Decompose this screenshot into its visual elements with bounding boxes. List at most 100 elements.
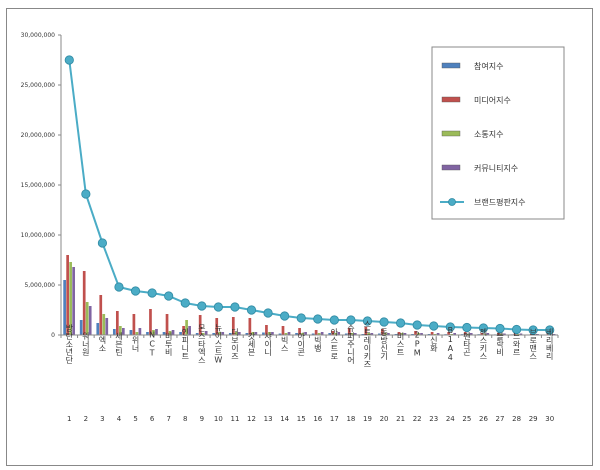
bar-3-11	[234, 332, 238, 335]
x-category-label: NCT	[148, 331, 157, 358]
bar-2-19	[364, 327, 368, 335]
bar-2-21	[397, 332, 401, 335]
line-point-13	[263, 308, 273, 318]
x-rank-label: 16	[313, 415, 322, 423]
bar-3-5	[135, 332, 139, 335]
bar-4-7	[171, 330, 175, 335]
x-category-label: 세븐틴	[114, 332, 123, 356]
bar-3-6	[152, 330, 155, 335]
bar-1-10	[212, 333, 216, 335]
bar-2-1	[66, 255, 69, 335]
bar-4-11	[237, 332, 241, 335]
y-tick-label: 5,000,000	[24, 282, 55, 289]
bar-4-14	[287, 332, 291, 335]
bar-4-12	[254, 332, 258, 335]
legend-label-2: 미디어지수	[474, 95, 511, 105]
bar-4-6	[155, 329, 158, 335]
x-category-label: 더보이즈	[230, 328, 239, 360]
bar-2-12	[248, 318, 252, 335]
bar-2-16	[314, 330, 318, 335]
line-point-1	[64, 55, 74, 65]
x-rank-label: 11	[230, 415, 239, 423]
x-category-label: 신화	[429, 336, 438, 353]
bar-2-24	[447, 332, 451, 335]
x-category-label: 아스트로	[330, 327, 339, 360]
x-rank-label: 6	[150, 415, 155, 423]
bar-2-10	[215, 318, 219, 335]
line-point-14	[280, 311, 290, 321]
bar-3-12	[251, 332, 255, 335]
line-point-21	[396, 318, 406, 328]
x-rank-label: 9	[200, 415, 204, 423]
x-category-label: 베리베리	[545, 328, 554, 361]
x-rank-label: 1	[67, 415, 71, 423]
bar-1-15	[295, 333, 298, 335]
bar-3-21	[400, 333, 404, 335]
bar-1-20	[378, 333, 381, 335]
bar-1-5	[129, 330, 133, 335]
x-rank-label: 5	[133, 415, 137, 423]
bar-4-13	[271, 332, 274, 335]
bar-4-3	[105, 318, 109, 335]
line-point-10	[213, 302, 223, 312]
bar-1-1	[63, 280, 66, 335]
line-point-9	[197, 301, 207, 311]
line-point-16	[313, 314, 323, 324]
bar-4-25	[469, 333, 473, 335]
bar-2-13	[265, 325, 268, 335]
bar-2-11	[231, 317, 235, 335]
line-point-29	[528, 325, 538, 335]
x-category-label: 엑소	[98, 335, 107, 352]
legend-swatch-2	[441, 96, 461, 103]
y-tick-label: 25,000,000	[21, 82, 56, 89]
line-point-12	[246, 305, 257, 315]
bar-4-27	[503, 333, 506, 335]
x-category-label: 브로맨스	[529, 328, 538, 360]
x-category-label: 위너	[131, 336, 140, 353]
x-rank-label: 7	[166, 415, 170, 423]
bar-2-5	[132, 314, 136, 335]
x-category-label: 펜타곤	[462, 332, 471, 356]
x-rank-label: 29	[529, 415, 538, 423]
line-point-26	[478, 323, 489, 333]
x-rank-label: 8	[183, 415, 187, 423]
legend-label-3: 소통지수	[474, 130, 503, 139]
bar-3-13	[268, 332, 271, 335]
bar-4-26	[486, 333, 490, 335]
legend-swatch-1	[441, 62, 461, 69]
line-point-5	[130, 286, 141, 296]
bar-1-16	[311, 333, 315, 335]
x-category-label: 몬스타엑스	[197, 324, 206, 364]
bar-2-6	[149, 309, 152, 335]
bar-4-10	[221, 332, 225, 335]
x-category-label: 슈퍼주니어	[346, 324, 355, 365]
bar-4-8	[188, 326, 191, 335]
bar-3-10	[218, 332, 222, 335]
line-point-17	[329, 315, 339, 325]
x-rank-label: 25	[462, 415, 471, 423]
x-category-label: 블락비	[495, 331, 504, 357]
bar-3-15	[301, 333, 304, 335]
bar-1-4	[112, 329, 116, 335]
bar-2-22	[414, 331, 417, 335]
bar-3-8	[185, 320, 188, 335]
bar-3-2	[85, 302, 89, 335]
bar-1-12	[245, 333, 249, 335]
line-point-20	[379, 317, 389, 327]
x-rank-label: 19	[363, 415, 372, 423]
x-category-label: 뉴이스트W	[214, 324, 223, 365]
bar-4-17	[337, 332, 341, 335]
bar-3-4	[118, 326, 122, 335]
line-point-28	[511, 324, 522, 335]
bar-3-20	[384, 333, 387, 335]
x-rank-label: 18	[346, 415, 355, 423]
bar-4-24	[453, 333, 457, 335]
x-category-label: 갓세븐	[247, 331, 256, 356]
line-point-15	[296, 313, 306, 323]
x-rank-label: 4	[117, 415, 122, 423]
bar-1-17	[328, 333, 332, 335]
bar-2-23	[430, 332, 434, 335]
bar-2-4	[115, 311, 119, 335]
